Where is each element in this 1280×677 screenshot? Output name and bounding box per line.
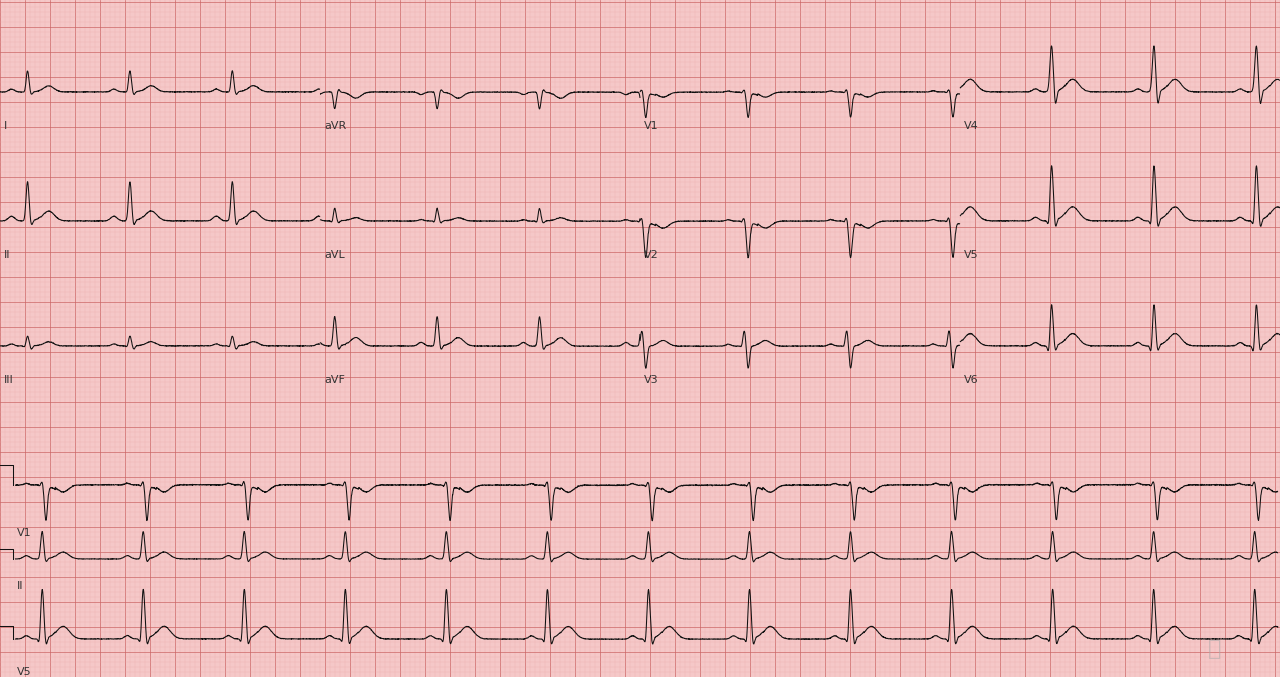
- Text: II: II: [17, 581, 23, 590]
- Text: V1: V1: [644, 121, 659, 131]
- Text: III: III: [4, 376, 14, 385]
- Text: I: I: [4, 121, 8, 131]
- Text: V6: V6: [964, 376, 979, 385]
- Text: II: II: [4, 250, 10, 261]
- Text: V5: V5: [964, 250, 979, 261]
- Text: 🐂: 🐂: [1208, 639, 1221, 659]
- Text: V5: V5: [17, 667, 32, 677]
- Text: V2: V2: [644, 250, 659, 261]
- Text: aVR: aVR: [324, 121, 347, 131]
- Text: V1: V1: [17, 528, 32, 538]
- Text: aVL: aVL: [324, 250, 344, 261]
- Text: V3: V3: [644, 376, 659, 385]
- Text: aVF: aVF: [324, 376, 344, 385]
- Text: V4: V4: [964, 121, 979, 131]
